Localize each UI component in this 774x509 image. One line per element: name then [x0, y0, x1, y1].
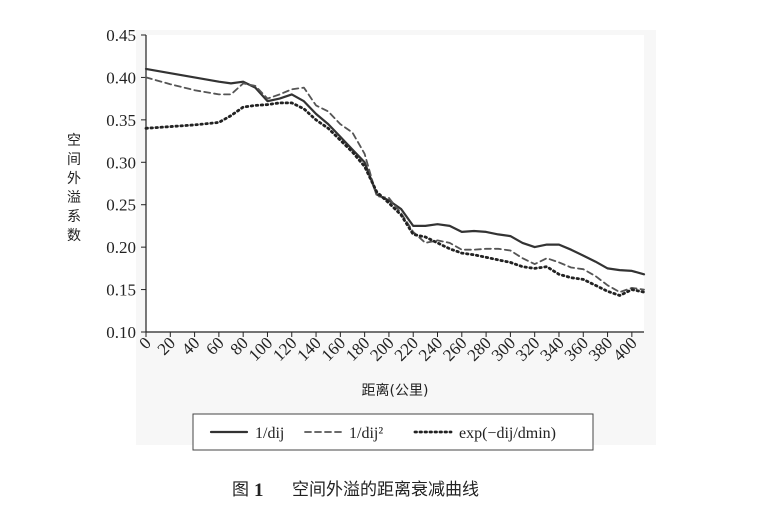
y-tick-label: 0.10: [106, 323, 136, 342]
legend-label-3: exp(−dij/dmin): [459, 425, 556, 442]
y-ticks: 0.10 0.15 0.20 0.25 0.30 0.35 0.40 0.45: [106, 26, 146, 342]
legend-label-1: 1/dij: [255, 425, 284, 442]
y-axis-label: 空间外溢系数: [67, 133, 81, 244]
plot-area: [146, 35, 644, 332]
series-lines: [144, 67, 646, 297]
figure-caption: 图 1 空间外溢的距离衰减曲线: [232, 480, 479, 501]
caption-prefix: 图: [232, 480, 249, 500]
y-tick-label: 0.35: [106, 111, 136, 130]
y-tick-label: 0.45: [106, 26, 136, 45]
y-tick-label: 0.20: [106, 238, 136, 257]
caption-text: 空间外溢的距离衰减曲线: [292, 480, 479, 500]
y-tick-label: 0.15: [106, 281, 136, 300]
y-tick-label: 0.25: [106, 196, 136, 215]
legend-box: [192, 413, 594, 451]
series-line-3: [144, 101, 646, 297]
series-line-1: [144, 67, 646, 276]
y-tick-label: 0.40: [106, 68, 136, 87]
caption-number: 1: [254, 480, 264, 501]
legend-label-2: 1/dij²: [349, 425, 383, 442]
legend: 1/dij 1/dij² exp(−dij/dmin): [192, 413, 594, 451]
y-tick-label: 0.30: [106, 153, 136, 172]
x-axis-label: 距离(公里): [362, 382, 429, 399]
